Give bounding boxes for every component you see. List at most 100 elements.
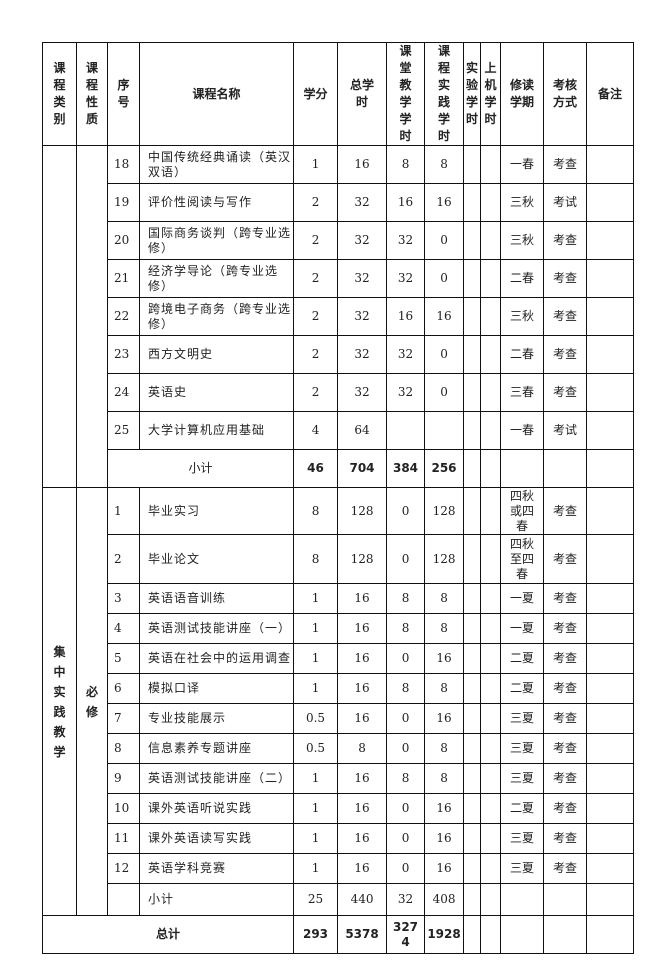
cell-total: 16 bbox=[337, 583, 388, 614]
cell-class: 8 bbox=[386, 583, 426, 614]
cell-computer bbox=[480, 583, 502, 614]
cell-computer bbox=[480, 534, 502, 584]
cell-class: 32 bbox=[386, 373, 426, 412]
cell-computer bbox=[480, 183, 502, 222]
cell-computer bbox=[480, 793, 502, 824]
subtotal-practice: 408 bbox=[424, 883, 465, 916]
cell-exam: 考查 bbox=[543, 335, 588, 374]
course-name: 课外英语读写实践 bbox=[139, 823, 295, 854]
cell-term: 一春 bbox=[500, 411, 545, 450]
cell-credit: 2 bbox=[293, 221, 339, 260]
cell-computer bbox=[480, 373, 502, 412]
cell-practice: 0 bbox=[424, 221, 465, 260]
cell-class: 0 bbox=[386, 823, 426, 854]
cell-term: 三夏 bbox=[500, 823, 545, 854]
sequence-number: 20 bbox=[107, 221, 141, 260]
cell-computer bbox=[480, 411, 502, 450]
empty-cell bbox=[480, 883, 502, 916]
cell-lab bbox=[463, 183, 482, 222]
cell-term: 一春 bbox=[500, 145, 545, 184]
sequence-number: 10 bbox=[107, 793, 141, 824]
cell-class: 16 bbox=[386, 183, 426, 222]
cell-practice: 16 bbox=[424, 703, 465, 734]
course-name: 西方文明史 bbox=[139, 335, 295, 374]
cell-credit: 2 bbox=[293, 259, 339, 298]
cell-class: 0 bbox=[386, 487, 426, 535]
cell-exam: 考查 bbox=[543, 763, 588, 794]
cell-lab bbox=[463, 221, 482, 260]
table-row: 24 英语史 2 32 32 0 三春 考查 bbox=[43, 373, 635, 412]
cell-exam: 考查 bbox=[543, 583, 588, 614]
cell-note bbox=[586, 373, 635, 412]
empty-cell bbox=[543, 883, 588, 916]
cell-practice: 8 bbox=[424, 733, 465, 764]
cell-note bbox=[586, 853, 635, 884]
subtotal-row: 小计 46 704 384 256 bbox=[43, 449, 635, 488]
header-course-nature: 课程性质 bbox=[75, 42, 109, 146]
cell-lab bbox=[463, 583, 482, 614]
grand-total-label: 总计 bbox=[41, 915, 295, 954]
cell-term: 二夏 bbox=[500, 643, 545, 674]
cell-note bbox=[586, 823, 635, 854]
cell-computer bbox=[480, 733, 502, 764]
header-practice-hours: 课程实践学时 bbox=[424, 42, 465, 146]
cell-exam: 考查 bbox=[543, 221, 588, 260]
sequence-number: 11 bbox=[107, 823, 141, 854]
course-name: 英语学科竞赛 bbox=[139, 853, 295, 884]
header-assessment-method: 考核方式 bbox=[543, 42, 588, 146]
sequence-number: 19 bbox=[107, 183, 141, 222]
course-name: 评价性阅读与写作 bbox=[139, 183, 295, 222]
subtotal-total: 704 bbox=[337, 449, 388, 488]
cell-practice: 16 bbox=[424, 793, 465, 824]
cell-note bbox=[586, 221, 635, 260]
cell-lab bbox=[463, 673, 482, 704]
cell-lab bbox=[463, 259, 482, 298]
course-name: 跨境电子商务（跨专业选修） bbox=[139, 297, 295, 336]
cell-computer bbox=[480, 613, 502, 644]
table-row: 25 大学计算机应用基础 4 64 一春 考试 bbox=[43, 411, 635, 450]
cell-credit: 2 bbox=[293, 297, 339, 336]
cell-computer bbox=[480, 703, 502, 734]
cell-computer bbox=[480, 643, 502, 674]
cell-note bbox=[586, 534, 635, 584]
cell-total: 16 bbox=[337, 673, 388, 704]
cell-lab bbox=[463, 335, 482, 374]
course-name: 英语史 bbox=[139, 373, 295, 412]
course-name: 课外英语听说实践 bbox=[139, 793, 295, 824]
empty-cell bbox=[500, 915, 545, 954]
cell-class bbox=[386, 411, 426, 450]
cell-total: 32 bbox=[337, 335, 388, 374]
empty-cell bbox=[586, 449, 635, 488]
table-row: 18 中国传统经典诵读（英汉双语） 1 16 8 8 一春 考查 bbox=[42, 145, 635, 488]
cell-computer bbox=[480, 297, 502, 336]
empty-cell bbox=[543, 915, 588, 954]
table-row: 9 英语测试技能讲座（二） 1 16 8 8 三夏 考查 bbox=[43, 763, 635, 794]
course-nature-cell bbox=[75, 145, 109, 488]
cell-credit: 2 bbox=[293, 373, 339, 412]
cell-lab bbox=[463, 373, 482, 412]
cell-note bbox=[586, 793, 635, 824]
subtotal-practice: 256 bbox=[424, 449, 465, 488]
cell-class: 8 bbox=[386, 613, 426, 644]
header-remarks: 备注 bbox=[586, 42, 635, 146]
table-row: 4 英语测试技能讲座（一） 1 16 8 8 一夏 考查 bbox=[43, 613, 635, 644]
cell-credit: 0.5 bbox=[293, 703, 339, 734]
sequence-number: 23 bbox=[107, 335, 141, 374]
cell-total: 32 bbox=[337, 259, 388, 298]
header-row: 课程类别 课程性质 序号 课程名称 学分 总学时 课堂教学学时 课程实践学时 实验学时 上机学时修… bbox=[42, 42, 635, 146]
sequence-number: 3 bbox=[107, 583, 141, 614]
course-name: 大学计算机应用基础 bbox=[139, 411, 295, 450]
empty-cell bbox=[463, 449, 482, 488]
cell-note bbox=[586, 613, 635, 644]
cell-term: 二夏 bbox=[500, 793, 545, 824]
course-category-cell: 集中实践教学 bbox=[42, 487, 77, 916]
subtotal-class: 32 bbox=[386, 883, 426, 916]
cell-practice: 128 bbox=[424, 487, 465, 535]
cell-note bbox=[586, 583, 635, 614]
table-row: 21 经济学导论（跨专业选修） 2 32 32 0 二春 考查 bbox=[43, 259, 635, 298]
sequence-number: 1 bbox=[107, 487, 141, 535]
header-computer-hours: 上机学时 bbox=[480, 42, 502, 146]
cell-exam: 考查 bbox=[543, 733, 588, 764]
grand-total-credit: 293 bbox=[293, 915, 339, 954]
cell-note bbox=[586, 145, 635, 184]
